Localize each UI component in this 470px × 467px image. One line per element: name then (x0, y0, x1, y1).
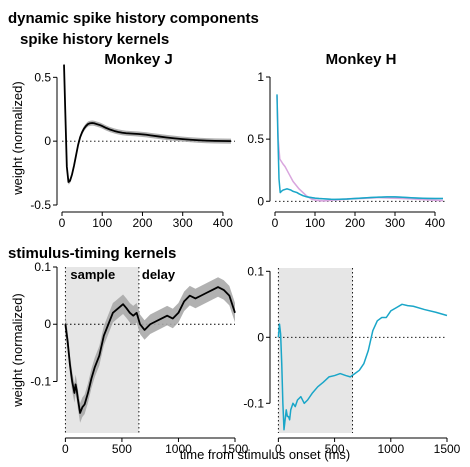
panel-title: Monkey J (104, 51, 172, 68)
x-tick-label: 100 (305, 216, 325, 230)
section-title-history: spike history kernels (20, 31, 169, 48)
y-tick-label: 0 (44, 317, 51, 331)
y-tick-label: 0 (257, 330, 264, 344)
series-confidence-band (277, 94, 443, 202)
panel-title: Monkey H (326, 51, 397, 68)
y-tick-label: 0 (257, 194, 264, 208)
x-tick-label: 1000 (377, 442, 404, 456)
y-axis-label-stimulus: weight (normalized) (10, 293, 25, 407)
x-tick-label: 0 (59, 216, 66, 230)
panel-history-monkey-j: 0.5 0 -0.5 0 100 200 300 400 Monkey J (30, 51, 235, 230)
annotation-delay: delay (142, 267, 176, 282)
panel-stimulus-monkey-j: 0.1 0 -0.1 0 500 1000 1500 sample delay (30, 260, 248, 456)
x-tick-label: 300 (385, 216, 405, 230)
series-confidence-band (277, 93, 443, 201)
x-tick-label: 1500 (222, 442, 249, 456)
y-tick-label: 1 (257, 70, 264, 84)
series-line-1 (276, 94, 443, 201)
x-tick-label: 0 (62, 442, 69, 456)
x-tick-label: 200 (132, 216, 152, 230)
series-line-0 (276, 95, 444, 202)
y-axis-label-history: weight (normalized) (10, 81, 25, 195)
x-tick-label: 500 (112, 442, 132, 456)
x-tick-label: 0 (275, 442, 282, 456)
y-tick-label: 0 (44, 134, 51, 148)
x-tick-label: 100 (92, 216, 112, 230)
x-tick-label: 1500 (434, 442, 461, 456)
x-tick-label: 300 (173, 216, 193, 230)
y-tick-label: 0.1 (34, 260, 51, 274)
panel-history-monkey-h: 1 0.5 00 100 200 300 400 Monkey H (247, 51, 447, 230)
panel-stimulus-monkey-h: 0.1 0 -0.1 0 500 1000 1500 (243, 264, 460, 456)
x-tick-label: 400 (213, 216, 233, 230)
x-tick-label: 200 (345, 216, 365, 230)
y-tick-label: -0.1 (30, 374, 51, 388)
x-tick-label: 400 (425, 216, 445, 230)
annotation-sample: sample (70, 267, 115, 282)
section-title-stimulus: stimulus-timing kernels (8, 245, 176, 262)
series-line-0 (63, 64, 231, 183)
x-tick-label: 500 (325, 442, 345, 456)
x-axis-label: time from stimulus onset (ms) (180, 447, 350, 462)
y-tick-label: -0.5 (30, 198, 51, 212)
series-confidence-band (64, 62, 231, 185)
y-tick-label: 0.5 (247, 132, 264, 146)
y-tick-label: -0.1 (243, 396, 264, 410)
x-tick-label: 0 (272, 216, 279, 230)
y-tick-label: 0.5 (34, 70, 51, 84)
x-tick-label: 1000 (165, 442, 192, 456)
series-line-0 (277, 303, 448, 431)
figure-title: dynamic spike history components (8, 10, 259, 27)
y-tick-label: 0.1 (247, 264, 264, 278)
sample-epoch-shade (278, 268, 353, 433)
series-line-0 (64, 286, 236, 414)
